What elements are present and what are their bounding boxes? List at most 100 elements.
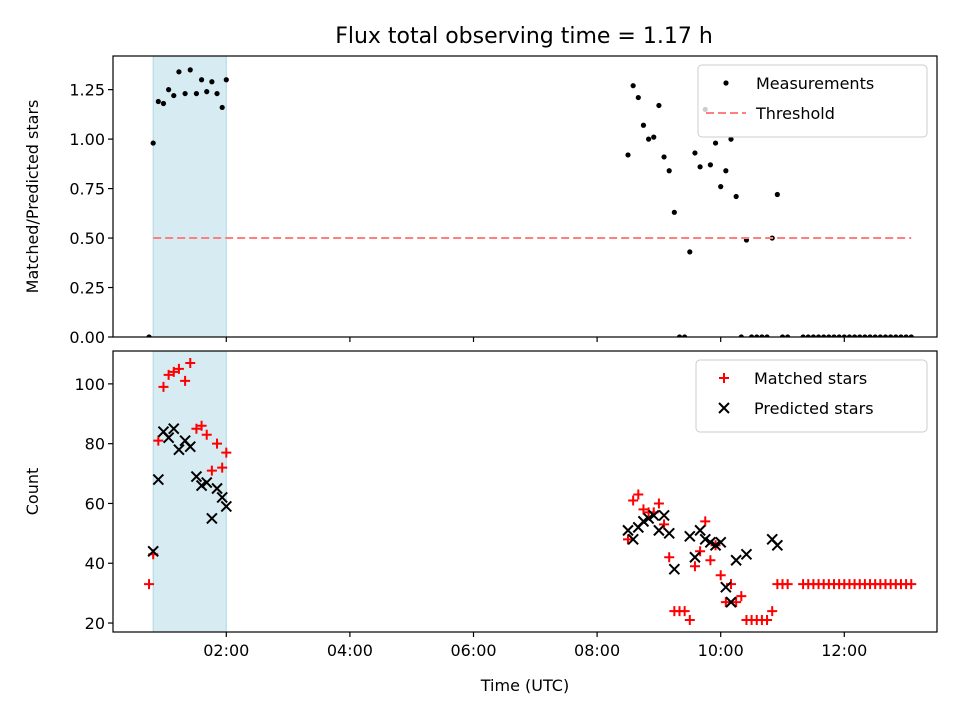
bottom-predicted-stars-point-1 xyxy=(152,473,165,486)
bottom-predicted-stars-point-20 xyxy=(648,509,660,522)
top-measurements-point-26 xyxy=(676,334,683,337)
top-measurements-point-24 xyxy=(666,168,672,174)
bottom-legend-box xyxy=(695,359,928,433)
bottom-predicted-stars-point-15 xyxy=(622,524,634,537)
bottom-x-tick-label-0: 02:00 xyxy=(203,641,249,660)
bottom-predicted-stars-point-11 xyxy=(206,512,218,525)
top-measurements-point-13 xyxy=(214,90,220,97)
top-legend-box xyxy=(697,64,928,138)
top-measurements-point-7 xyxy=(182,90,188,97)
top-measurements-point-45 xyxy=(774,191,780,198)
top-measurements-point-36 xyxy=(728,136,734,142)
bottom-panel: 20 40 60 80 100 02:00 04:00 06:00 08:00 10:00 12:0… xyxy=(23,350,938,695)
top-measurements-point-43 xyxy=(764,334,770,337)
top-measurements-point-28 xyxy=(687,249,693,255)
bottom-matched-stars-point-24 xyxy=(664,552,675,563)
top-measurements-point-68 xyxy=(903,334,909,337)
top-measurements-point-18 xyxy=(635,94,641,101)
top-measurements-point-51 xyxy=(815,334,822,337)
top-axes-frame xyxy=(112,55,938,338)
top-measurements-point-66 xyxy=(893,334,899,337)
bottom-matched-stars-point-22 xyxy=(653,498,664,509)
top-measurements-point-1 xyxy=(150,140,156,146)
top-measurements-point-37 xyxy=(733,193,739,200)
top-measurements-point-25 xyxy=(671,209,677,215)
top-measurements-point-61 xyxy=(867,334,873,337)
top-measurements-point-50 xyxy=(810,334,816,337)
top-measurements-point-35 xyxy=(723,168,729,174)
bottom-matched-stars-point-32 xyxy=(705,555,716,566)
bottom-matched-stars-point-34 xyxy=(715,570,726,581)
bottom-matched-stars-point-7 xyxy=(180,375,191,386)
bottom-predicted-stars-point-30 xyxy=(709,539,722,552)
bottom-matched-stars-point-5 xyxy=(168,366,179,377)
top-measurements-point-65 xyxy=(888,334,894,337)
top-measurements-point-69 xyxy=(908,334,914,337)
top-measurements-point-29 xyxy=(692,150,698,156)
top-measurements-point-21 xyxy=(651,134,657,140)
bottom-predicted-stars-point-37 xyxy=(771,539,784,552)
bottom-predicted-stars-point-34 xyxy=(730,554,742,566)
top-measurements-point-56 xyxy=(841,334,847,337)
top-measurements-point-40 xyxy=(749,334,755,337)
top-y-tick-label-3: 0.75 xyxy=(69,180,105,199)
bottom-legend-predicted-stars-marker xyxy=(718,402,730,414)
bottom-predicted-stars-point-18 xyxy=(637,515,650,528)
bottom-y-tick-label-3: 80 xyxy=(85,435,105,454)
top-observing-span xyxy=(152,55,227,338)
top-measurements-point-16 xyxy=(625,152,631,158)
top-legend-measurements-marker xyxy=(723,80,729,86)
bottom-predicted-stars-point-13 xyxy=(216,491,228,504)
top-measurements-point-62 xyxy=(872,334,878,337)
bottom-predicted-stars-point-22 xyxy=(658,509,670,522)
bottom-legend-predicted-stars-label: Predicted stars xyxy=(754,399,874,418)
top-measurements-point-32 xyxy=(707,162,714,168)
top-y-tick-label-4: 1.00 xyxy=(69,130,105,149)
bottom-predicted-stars-point-12 xyxy=(211,482,223,495)
top-measurements-point-67 xyxy=(898,334,904,337)
top-measurements-point-9 xyxy=(193,90,200,97)
bottom-matched-stars-point-4 xyxy=(163,369,174,380)
top-measurements-point-11 xyxy=(204,89,210,95)
bottom-y-axis-label: Count xyxy=(23,468,42,516)
top-measurements-point-15 xyxy=(223,77,229,83)
top-measurements-point-49 xyxy=(805,334,811,337)
bottom-predicted-stars-point-25 xyxy=(684,530,696,543)
bottom-matched-stars-point-35 xyxy=(720,597,731,608)
bottom-matched-stars-point-17 xyxy=(628,495,639,506)
top-measurements-point-3 xyxy=(160,100,167,107)
bottom-matched-stars-point-2 xyxy=(153,435,164,446)
bottom-predicted-stars-point-7 xyxy=(184,440,196,453)
bottom-predicted-stars-point-21 xyxy=(653,524,665,537)
bottom-matched-stars-point-28 xyxy=(684,615,695,626)
bottom-x-tick-label-5: 12:00 xyxy=(821,641,867,660)
top-panel: 0.00 0.25 0.50 0.75 1.00 1.25 Matched/Predicte… xyxy=(23,55,938,347)
top-legend: Measurements Threshold xyxy=(697,64,928,138)
bottom-predicted-stars-point-9 xyxy=(195,479,208,492)
bottom-predicted-stars-point-19 xyxy=(642,512,655,525)
bottom-matched-stars-point-8 xyxy=(185,357,196,368)
top-measurements-point-42 xyxy=(759,334,765,337)
bottom-matched-stars-point-37 xyxy=(731,597,742,608)
bottom-x-tick-label-2: 06:00 xyxy=(450,641,496,660)
top-measurements-point-20 xyxy=(646,136,652,142)
bottom-matched-stars-point-0 xyxy=(144,579,155,590)
top-measurements-point-33 xyxy=(712,140,719,146)
bottom-matched-stars-point-16 xyxy=(623,534,633,545)
top-measurements-point-2 xyxy=(155,98,161,105)
top-measurements-point-57 xyxy=(846,334,853,337)
bottom-matched-stars-point-23 xyxy=(659,519,670,530)
top-measurements-point-46 xyxy=(779,334,786,337)
bottom-matched-stars-point-15 xyxy=(221,447,232,458)
bottom-predicted-stars-point-10 xyxy=(201,476,213,489)
bottom-matched-stars-point-9 xyxy=(191,423,202,434)
bottom-predicted-stars-point-14 xyxy=(220,500,233,513)
bottom-matched-stars-point-43 xyxy=(762,615,773,626)
top-measurements-point-4 xyxy=(166,87,172,93)
top-measurements-point-5 xyxy=(171,92,177,99)
bottom-matched-stars-point-12 xyxy=(206,465,217,476)
bottom-x-tick-label-4: 10:00 xyxy=(698,641,744,660)
bottom-matched-stars-point-18 xyxy=(633,489,644,500)
bottom-y-tick-label-2: 60 xyxy=(85,494,105,513)
bottom-matched-stars-point-30 xyxy=(695,546,706,557)
